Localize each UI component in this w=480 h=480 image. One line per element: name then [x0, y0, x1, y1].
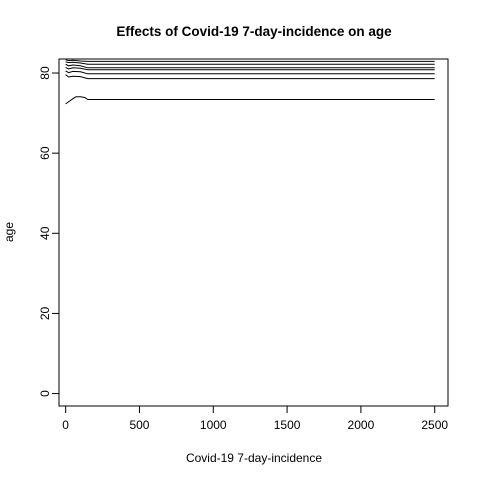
x-tick-label: 2500	[421, 418, 448, 432]
series-line-5	[65, 63, 435, 69]
x-tick-label: 0	[62, 418, 69, 432]
x-tick-label: 1000	[200, 418, 227, 432]
x-tick-label: 1500	[274, 418, 301, 432]
plot-frame	[58, 58, 449, 407]
y-tick-label: 20	[38, 306, 52, 320]
series-line-6	[65, 61, 435, 65]
y-tick-label: 40	[38, 226, 52, 240]
y-tick-label: 80	[38, 66, 52, 80]
x-tick-label: 2000	[348, 418, 375, 432]
x-tick-label: 500	[129, 418, 149, 432]
series-lines	[65, 59, 435, 105]
series-line-1	[65, 96, 435, 105]
y-tick-label: 0	[38, 390, 52, 397]
series-line-2	[65, 74, 435, 80]
y-tick-label: 60	[38, 146, 52, 160]
y-axis-label: age	[2, 222, 16, 242]
x-axis-label: Covid-19 7-day-incidence	[186, 451, 322, 465]
series-line-3	[65, 70, 435, 75]
chart-title: Effects of Covid-19 7-day-incidence on a…	[116, 24, 392, 39]
series-line-4	[65, 66, 435, 71]
series-line-7	[65, 59, 435, 62]
